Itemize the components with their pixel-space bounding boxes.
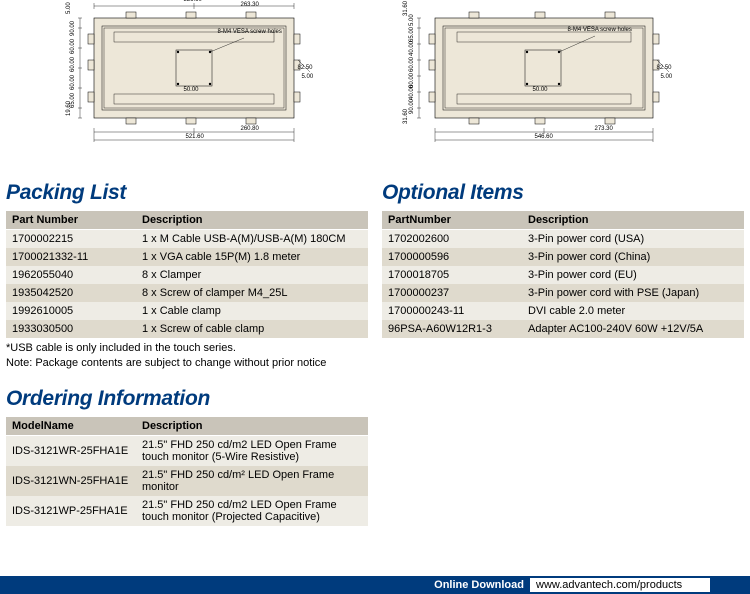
optional-row: 17000002373-Pin power cord with PSE (Jap… xyxy=(382,284,744,302)
dim-top-mid: 263.30 xyxy=(241,2,259,8)
ordering-title: Ordering Information xyxy=(6,387,368,411)
cell: Adapter AC100-240V 60W +12V/5A xyxy=(522,320,744,338)
ordering-col-0: ModelName xyxy=(6,417,136,436)
cell: 1700000596 xyxy=(382,248,522,266)
ordering-row: IDS-3121WR-25FHA1E21.5" FHD 250 cd/m2 LE… xyxy=(6,435,368,466)
cell: 1933030500 xyxy=(6,320,136,338)
cell: 8 x Screw of clamper M4_25L xyxy=(136,284,368,302)
cell: IDS-3121WR-25FHA1E xyxy=(6,435,136,466)
dim-l0: 5.00 xyxy=(66,2,72,14)
packing-row: 17000022151 x M Cable USB-A(M)/USB-A(M) … xyxy=(6,230,368,249)
cell: 3-Pin power cord (China) xyxy=(522,248,744,266)
ordering-row: IDS-3121WN-25FHA1E21.5" FHD 250 cd/m² LE… xyxy=(6,466,368,496)
dim-l2: 65.00 xyxy=(70,93,76,108)
cell: 1 x Screw of cable clamp xyxy=(136,320,368,338)
dim-l4: 60.00 xyxy=(70,57,76,72)
dim-rl1: 5.00 xyxy=(409,14,415,26)
dim-rl9: 31.60 xyxy=(403,109,409,124)
cell: 3-Pin power cord (USA) xyxy=(522,230,744,249)
packing-title: Packing List xyxy=(6,181,368,205)
packing-note2: Note: Package contents are subject to ch… xyxy=(6,356,368,371)
dim-bottom-width: 521.60 xyxy=(186,134,204,140)
cell: 1 x Cable clamp xyxy=(136,302,368,320)
cell: IDS-3121WN-25FHA1E xyxy=(6,466,136,496)
optional-row: 17000187053-Pin power cord (EU) xyxy=(382,266,744,284)
dim-center-w-r: 50.00 xyxy=(533,87,548,93)
vesa-note: 8-M4 VESA screw holes xyxy=(218,29,282,35)
footer-label: Online Download xyxy=(434,579,524,591)
dim-r2: 5.00 xyxy=(302,74,314,80)
ordering-col-1: Description xyxy=(136,417,368,436)
cell: DVI cable 2.0 meter xyxy=(522,302,744,320)
optional-table: PartNumber Description 17020026003-Pin p… xyxy=(382,211,744,338)
dim-l6: 90.00 xyxy=(70,21,76,36)
cell: 8 x Clamper xyxy=(136,266,368,284)
dim-r1: 82.50 xyxy=(298,65,313,71)
dim-center-w: 50.00 xyxy=(184,87,199,93)
technical-drawings: 526.60 263.30 521.60 260.80 50.00 8-M4 V… xyxy=(6,0,744,175)
optional-row: 96PSA-A60W12R1-3Adapter AC100-240V 60W +… xyxy=(382,320,744,338)
dim-rl0: 31.60 xyxy=(403,1,409,16)
dim-rl3: 40.00 xyxy=(409,41,415,56)
packing-row: 1700021332-111 x VGA cable 15P(M) 1.8 me… xyxy=(6,248,368,266)
packing-row: 19926100051 x Cable clamp xyxy=(6,302,368,320)
cell: 3-Pin power cord with PSE (Japan) xyxy=(522,284,744,302)
drawing-left: 526.60 263.30 521.60 260.80 50.00 8-M4 V… xyxy=(66,0,326,145)
dim-rr1: 82.50 xyxy=(657,65,672,71)
cell: 21.5" FHD 250 cd/m2 LED Open Frame touch… xyxy=(136,496,368,526)
dim-rl6: 40.00 xyxy=(409,85,415,100)
optional-col-0: PartNumber xyxy=(382,211,522,230)
dim-bottom-mid: 260.80 xyxy=(241,126,259,132)
cell: IDS-3121WP-25FHA1E xyxy=(6,496,136,526)
optional-col-1: Description xyxy=(522,211,744,230)
cell: 21.5" FHD 250 cd/m2 LED Open Frame touch… xyxy=(136,435,368,466)
cell: 1935042520 xyxy=(6,284,136,302)
ordering-table: ModelName Description IDS-3121WR-25FHA1E… xyxy=(6,417,368,526)
dim-l5: 60.00 xyxy=(70,39,76,54)
cell: 96PSA-A60W12R1-3 xyxy=(382,320,522,338)
dim-rr2: 5.00 xyxy=(661,74,673,80)
dim-bottom-width-r: 546.60 xyxy=(535,134,553,140)
vesa-note-r: 8-M4 VESA screw holes xyxy=(568,27,632,33)
cell: 1700000243-11 xyxy=(382,302,522,320)
packing-col-1: Description xyxy=(136,211,368,230)
packing-row: 19330305001 x Screw of cable clamp xyxy=(6,320,368,338)
dim-rl7: 90.00 xyxy=(409,99,415,114)
cell: 21.5" FHD 250 cd/m² LED Open Frame monit… xyxy=(136,466,368,496)
drawing-right: 546.60 273.30 50.00 8-M4 VESA screw hole… xyxy=(405,0,685,145)
cell: 1700021332-11 xyxy=(6,248,136,266)
dim-l3: 60.00 xyxy=(70,75,76,90)
optional-row: 1700000243-11DVI cable 2.0 meter xyxy=(382,302,744,320)
packing-note1: *USB cable is only included in the touch… xyxy=(6,341,368,356)
cell: 3-Pin power cord (EU) xyxy=(522,266,744,284)
packing-table: Part Number Description 17000022151 x M … xyxy=(6,211,368,338)
dim-rl4: 60.00 xyxy=(409,57,415,72)
cell: 1992610005 xyxy=(6,302,136,320)
cell: 1962055040 xyxy=(6,266,136,284)
cell: 1700000237 xyxy=(382,284,522,302)
dim-bottom-mid-r: 273.30 xyxy=(595,126,613,132)
packing-row: 19350425208 x Screw of clamper M4_25L xyxy=(6,284,368,302)
ordering-row: IDS-3121WP-25FHA1E21.5" FHD 250 cd/m2 LE… xyxy=(6,496,368,526)
optional-row: 17020026003-Pin power cord (USA) xyxy=(382,230,744,249)
optional-title: Optional Items xyxy=(382,181,744,205)
cell: 1700002215 xyxy=(6,230,136,249)
dim-rl2: 65.00 xyxy=(409,27,415,42)
optional-row: 17000005963-Pin power cord (China) xyxy=(382,248,744,266)
cell: 1 x M Cable USB-A(M)/USB-A(M) 180CM xyxy=(136,230,368,249)
cell: 1700018705 xyxy=(382,266,522,284)
cell: 1 x VGA cable 15P(M) 1.8 meter xyxy=(136,248,368,266)
packing-col-0: Part Number xyxy=(6,211,136,230)
packing-row: 19620550408 x Clamper xyxy=(6,266,368,284)
dim-top-width: 526.60 xyxy=(184,0,202,3)
footer-url[interactable]: www.advantech.com/products xyxy=(530,578,710,592)
cell: 1702002600 xyxy=(382,230,522,249)
